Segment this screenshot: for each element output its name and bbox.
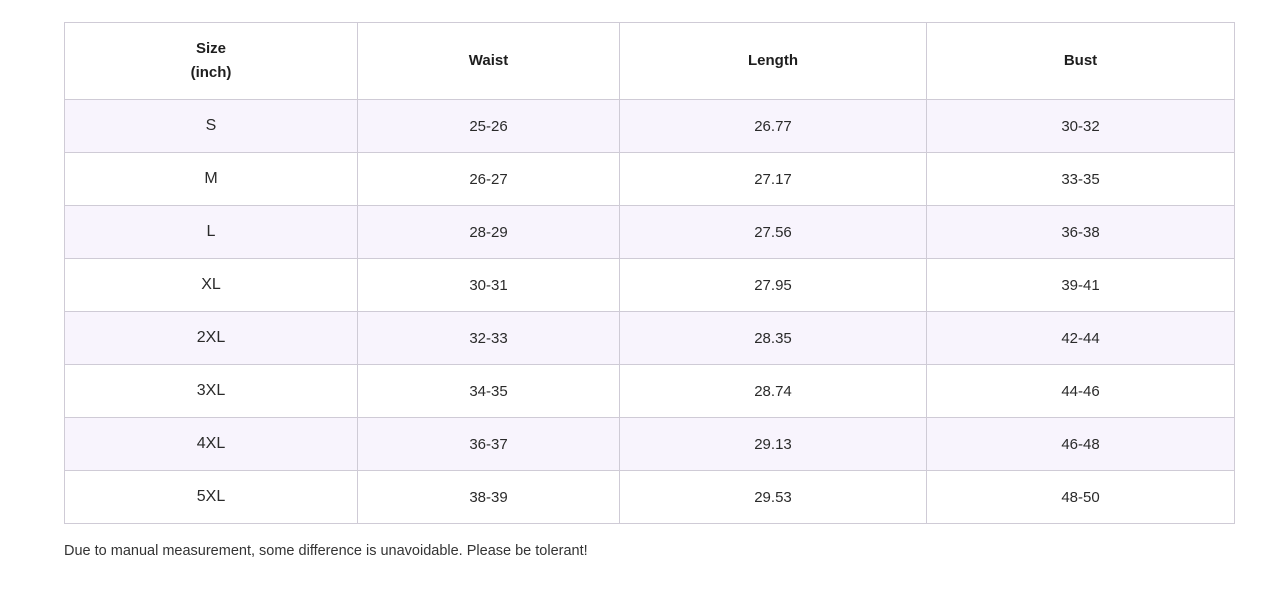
table-row: S 25-26 26.77 30-32 [64, 99, 1235, 153]
cell-bust: 36-38 [926, 205, 1235, 259]
cell-size: 2XL [64, 311, 358, 365]
cell-waist: 32-33 [357, 311, 620, 365]
cell-size: 5XL [64, 470, 358, 524]
cell-size: M [64, 152, 358, 206]
cell-bust: 48-50 [926, 470, 1235, 524]
cell-length: 26.77 [619, 99, 927, 153]
cell-size: L [64, 205, 358, 259]
cell-bust: 33-35 [926, 152, 1235, 206]
cell-size: 3XL [64, 364, 358, 418]
cell-length: 27.95 [619, 258, 927, 312]
header-bust: Bust [926, 22, 1235, 100]
cell-length: 28.74 [619, 364, 927, 418]
cell-waist: 30-31 [357, 258, 620, 312]
cell-waist: 26-27 [357, 152, 620, 206]
header-length: Length [619, 22, 927, 100]
cell-waist: 28-29 [357, 205, 620, 259]
cell-waist: 38-39 [357, 470, 620, 524]
cell-size: 4XL [64, 417, 358, 471]
cell-length: 27.17 [619, 152, 927, 206]
cell-size: S [64, 99, 358, 153]
cell-length: 29.13 [619, 417, 927, 471]
header-size-unit: (inch) [190, 64, 232, 81]
cell-bust: 46-48 [926, 417, 1235, 471]
table-row: 2XL 32-33 28.35 42-44 [64, 311, 1235, 365]
cell-waist: 25-26 [357, 99, 620, 153]
header-size: Size (inch) [64, 22, 358, 100]
table-row: XL 30-31 27.95 39-41 [64, 258, 1235, 312]
measurement-note: Due to manual measurement, some differen… [64, 543, 588, 559]
table-row: 5XL 38-39 29.53 48-50 [64, 470, 1235, 524]
table-row: L 28-29 27.56 36-38 [64, 205, 1235, 259]
cell-bust: 30-32 [926, 99, 1235, 153]
table-row: 4XL 36-37 29.13 46-48 [64, 417, 1235, 471]
cell-length: 29.53 [619, 470, 927, 524]
cell-size: XL [64, 258, 358, 312]
size-chart-table: Size (inch) Waist Length Bust S 25-26 26… [64, 22, 1235, 524]
cell-length: 28.35 [619, 311, 927, 365]
table-row: 3XL 34-35 28.74 44-46 [64, 364, 1235, 418]
cell-length: 27.56 [619, 205, 927, 259]
cell-bust: 39-41 [926, 258, 1235, 312]
table-header-row: Size (inch) Waist Length Bust [64, 22, 1235, 100]
cell-waist: 34-35 [357, 364, 620, 418]
header-size-label: Size [195, 40, 226, 57]
cell-waist: 36-37 [357, 417, 620, 471]
table-row: M 26-27 27.17 33-35 [64, 152, 1235, 206]
cell-bust: 42-44 [926, 311, 1235, 365]
cell-bust: 44-46 [926, 364, 1235, 418]
header-waist: Waist [357, 22, 620, 100]
